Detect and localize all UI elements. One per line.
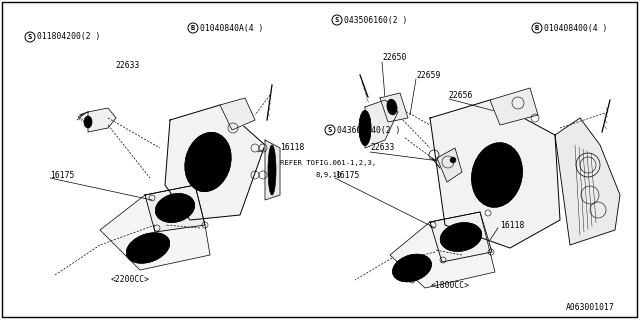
Text: 16118: 16118 — [500, 220, 524, 229]
Circle shape — [450, 157, 456, 163]
Ellipse shape — [156, 194, 195, 222]
Text: 01040840A(4 ): 01040840A(4 ) — [200, 23, 264, 33]
Polygon shape — [390, 212, 495, 288]
Polygon shape — [88, 108, 116, 132]
Ellipse shape — [268, 145, 276, 195]
Polygon shape — [430, 100, 560, 248]
Polygon shape — [145, 185, 205, 232]
Text: B: B — [191, 25, 195, 31]
Text: S: S — [335, 17, 339, 23]
Text: 16175: 16175 — [335, 171, 360, 180]
Text: <2200CC>: <2200CC> — [111, 276, 150, 284]
Ellipse shape — [359, 110, 371, 146]
Text: S: S — [28, 34, 32, 40]
Text: 16175: 16175 — [50, 171, 74, 180]
Text: S: S — [328, 127, 332, 133]
Polygon shape — [100, 185, 210, 270]
Text: B: B — [535, 25, 539, 31]
Polygon shape — [430, 212, 492, 262]
Text: 22659: 22659 — [416, 70, 440, 79]
Ellipse shape — [440, 223, 482, 252]
Ellipse shape — [392, 254, 431, 282]
Text: 8,9,10: 8,9,10 — [315, 172, 341, 178]
Text: 011804200(2 ): 011804200(2 ) — [37, 33, 100, 42]
Ellipse shape — [126, 233, 170, 263]
Ellipse shape — [387, 99, 397, 115]
Text: 22656: 22656 — [448, 91, 472, 100]
Ellipse shape — [472, 143, 522, 207]
Text: 010408400(4 ): 010408400(4 ) — [544, 23, 607, 33]
Text: <1800CC>: <1800CC> — [431, 281, 470, 290]
Polygon shape — [165, 105, 265, 220]
Polygon shape — [365, 100, 398, 148]
Polygon shape — [490, 88, 538, 125]
Polygon shape — [265, 140, 280, 200]
Polygon shape — [437, 148, 462, 182]
Text: 22650: 22650 — [382, 53, 406, 62]
Text: A063001017: A063001017 — [566, 303, 615, 313]
Polygon shape — [555, 118, 620, 245]
Polygon shape — [380, 93, 408, 122]
Text: REFER TOFIG.061-1,2,3,: REFER TOFIG.061-1,2,3, — [280, 160, 376, 166]
Ellipse shape — [84, 116, 92, 128]
Text: 043506160(2 ): 043506160(2 ) — [344, 15, 408, 25]
Text: 22633: 22633 — [115, 60, 140, 69]
Polygon shape — [220, 98, 255, 130]
Text: 22633: 22633 — [370, 143, 394, 153]
Text: 043604140(2 ): 043604140(2 ) — [337, 125, 401, 134]
Ellipse shape — [185, 132, 231, 192]
Text: 16118: 16118 — [280, 143, 305, 153]
